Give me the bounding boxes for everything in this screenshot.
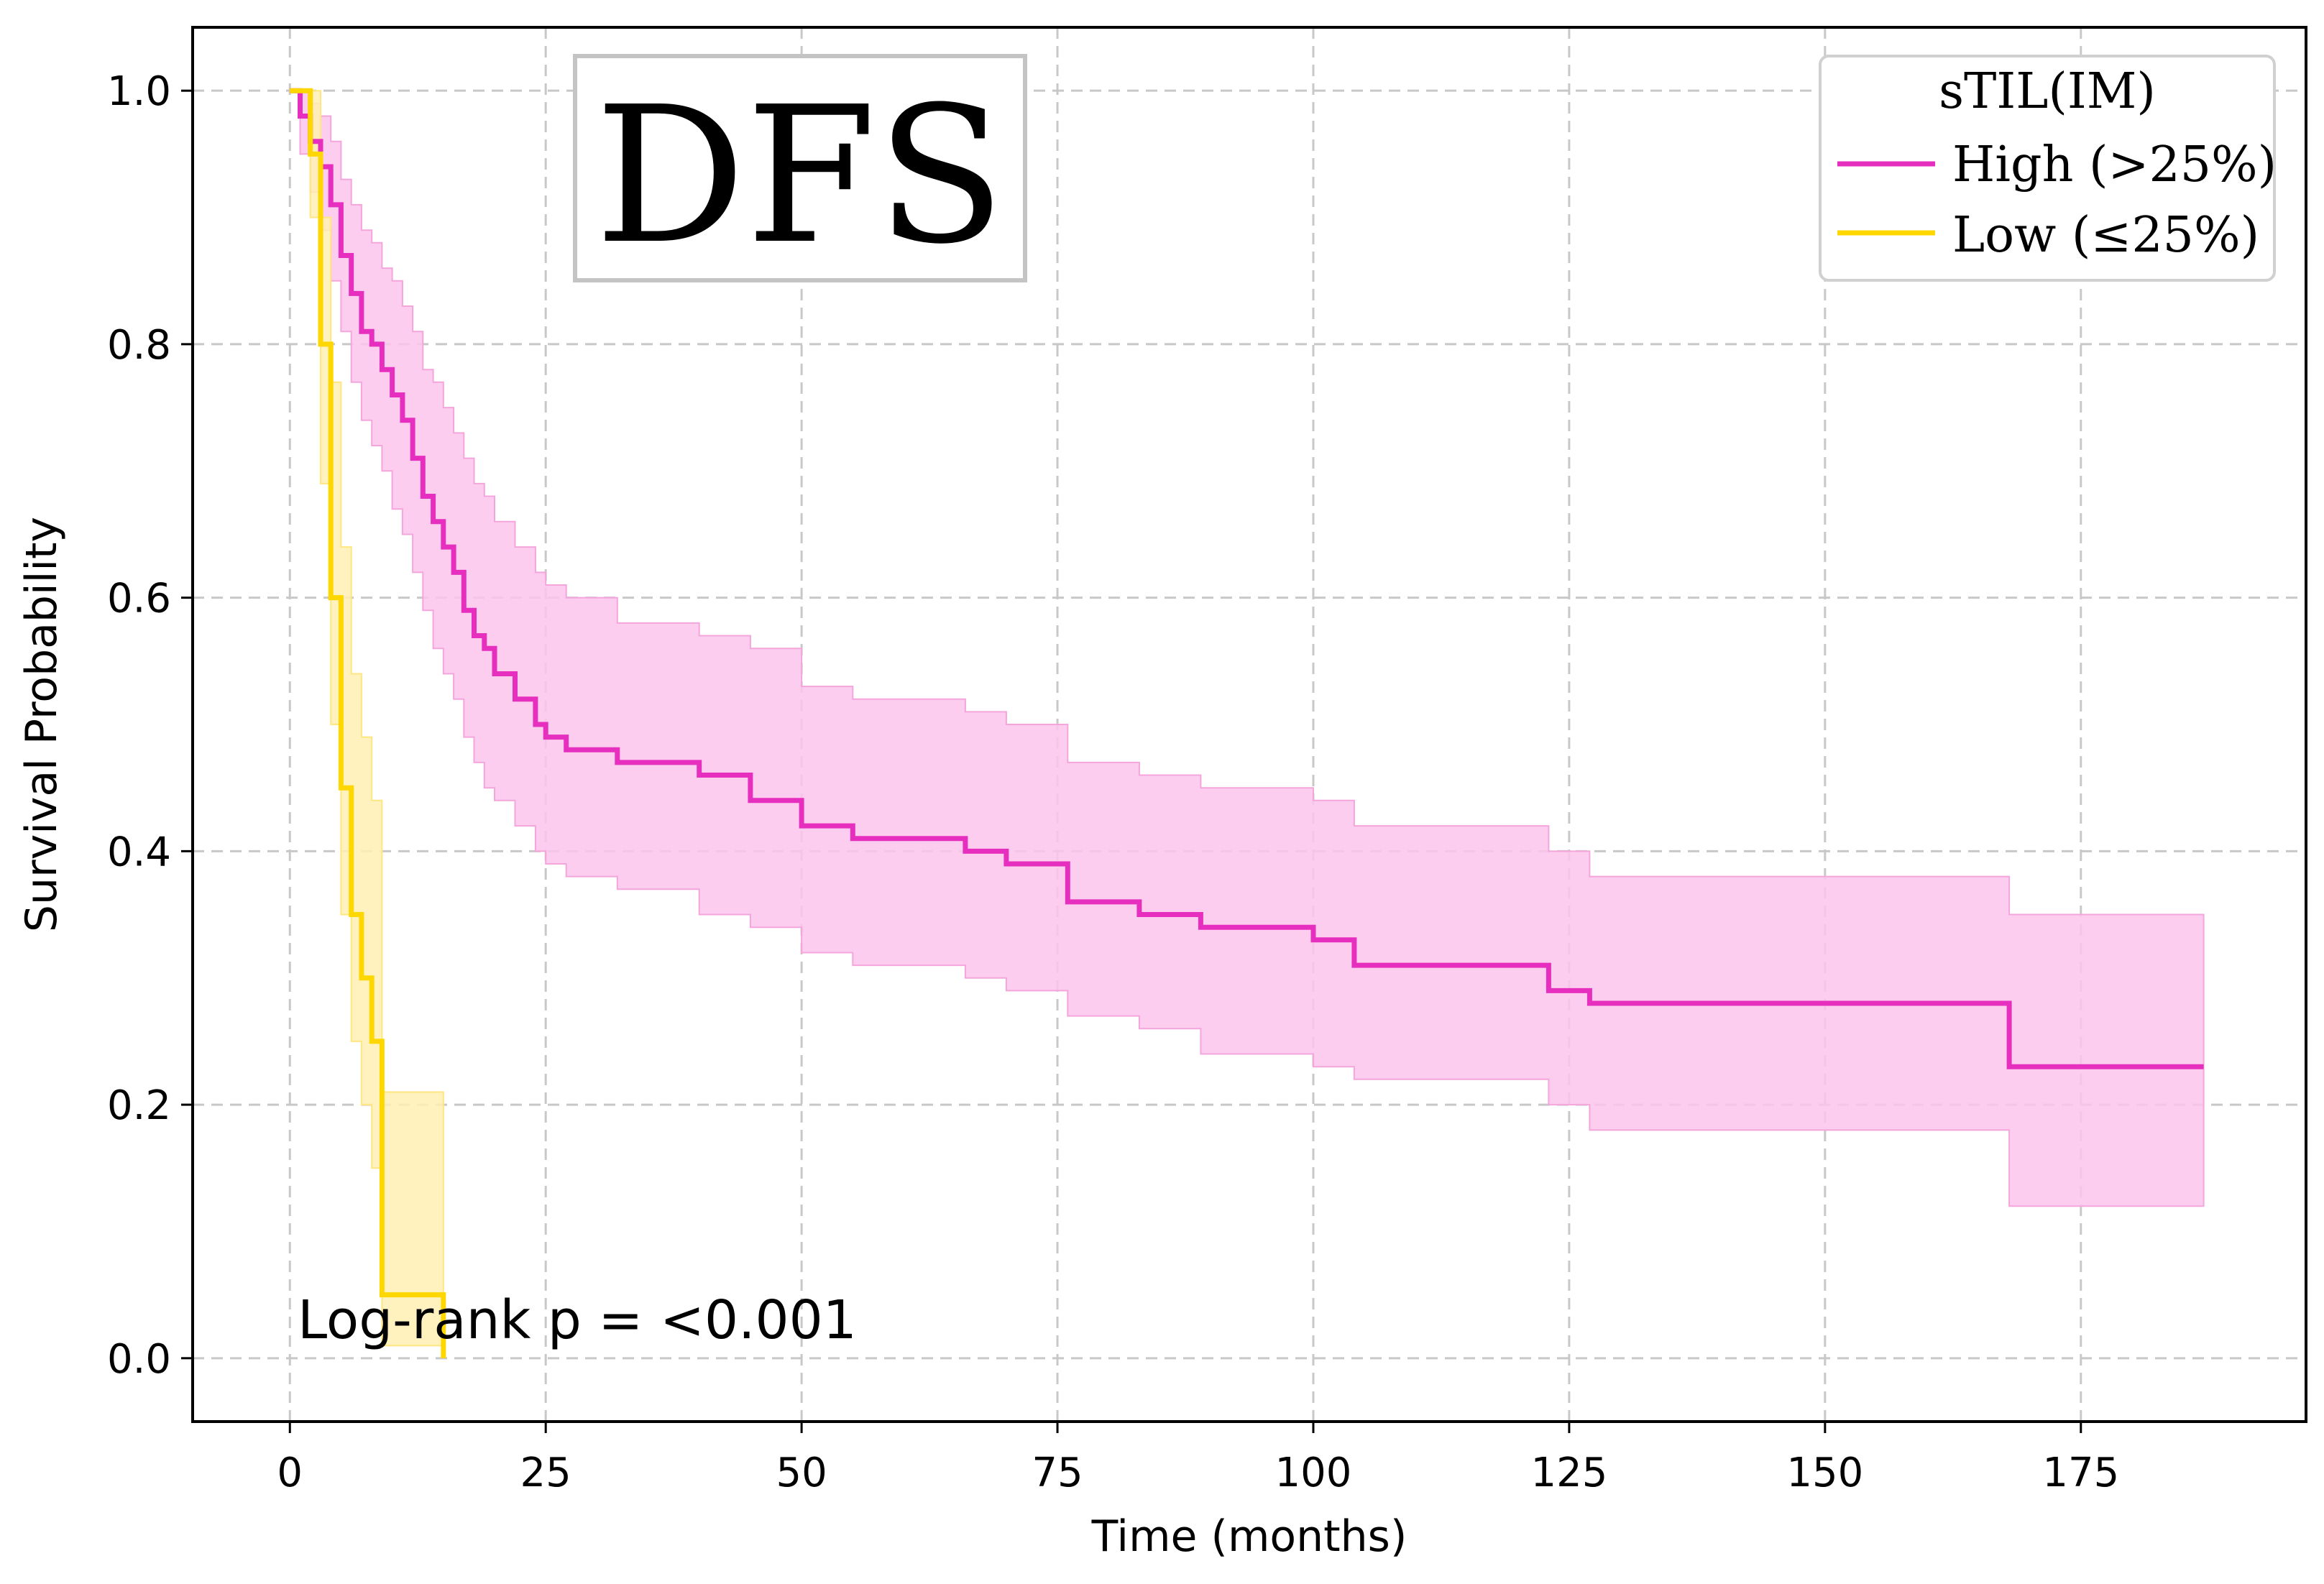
y-tick-label: 0.8	[107, 322, 171, 369]
y-tick-label: 0.0	[107, 1336, 171, 1383]
legend-label-low: Low (≤25%)	[1952, 207, 2259, 264]
x-tick-label: 75	[1032, 1450, 1083, 1496]
ci-band-high	[290, 90, 2205, 1207]
legend-label-high: High (>25%)	[1952, 137, 2277, 193]
y-tick-label: 0.4	[107, 829, 171, 875]
x-tick-label: 150	[1786, 1450, 1863, 1496]
legend: sTIL(IM) High (>25%) Low (≤25%)	[1819, 55, 2277, 282]
survival-line-high	[290, 88, 2204, 1069]
y-tick-label: 0.6	[107, 576, 171, 622]
y-axis-ticks: 0.0 0.2 0.4 0.6 0.8 1.0	[107, 68, 193, 1383]
legend-title: sTIL(IM)	[1939, 63, 2156, 120]
y-axis-label: Survival Probability	[17, 517, 67, 932]
survival-curves	[290, 88, 2204, 1358]
title-frame	[573, 54, 1027, 282]
y-tick-label: 1.0	[107, 68, 171, 115]
log-rank-annotation: Log-rank p = <0.001	[298, 1289, 857, 1351]
chart-title: DFS	[594, 66, 1005, 285]
x-tick-label: 25	[520, 1450, 571, 1496]
x-axis-ticks: 0 25 50 75 100 125 150 175	[277, 1422, 2119, 1496]
x-tick-label: 100	[1275, 1450, 1352, 1496]
y-tick-label: 0.2	[107, 1082, 171, 1129]
plot-frame	[191, 26, 2307, 1423]
title-box: DFS	[573, 54, 1027, 285]
x-tick-label: 175	[2042, 1450, 2119, 1496]
x-tick-label: 0	[277, 1450, 303, 1496]
x-tick-label: 50	[776, 1450, 827, 1496]
x-axis-label: Time (months)	[1091, 1511, 1407, 1562]
survival-line-low	[290, 88, 446, 1358]
x-tick-label: 125	[1530, 1450, 1607, 1496]
legend-frame	[1819, 55, 2276, 282]
